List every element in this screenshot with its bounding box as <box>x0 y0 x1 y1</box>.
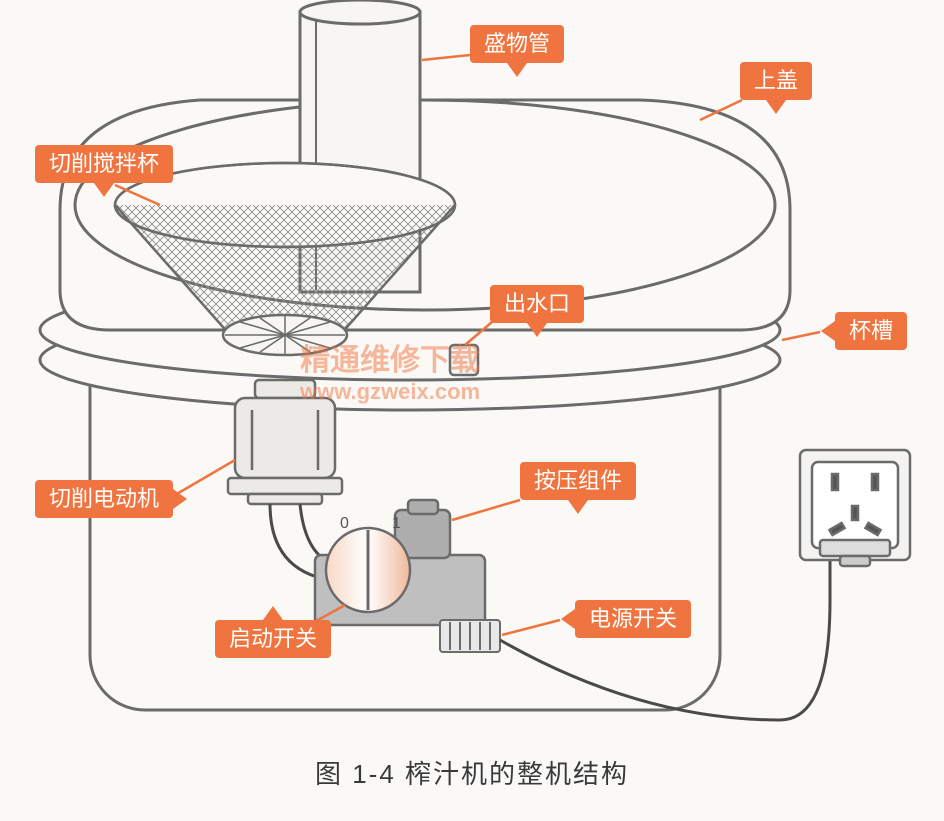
callout-press-asm: 按压组件 <box>520 462 636 500</box>
callout-cup-slot: 杯槽 <box>835 312 907 350</box>
callout-spout: 出水口 <box>490 285 584 323</box>
motor-shape <box>228 380 342 504</box>
switch-mark-on: 1 <box>392 515 401 533</box>
callout-power-sw: 电源开关 <box>575 600 691 638</box>
callout-start-sw: 启动开关 <box>215 620 331 658</box>
switch-mark-off: 0 <box>340 515 349 533</box>
diagram-svg <box>0 0 944 821</box>
callout-feed-tube: 盛物管 <box>470 25 564 63</box>
wall-outlet <box>800 450 910 566</box>
start-knob <box>326 528 410 612</box>
spout-shape <box>450 345 478 375</box>
callout-mixing-cup: 切削搅拌杯 <box>35 145 173 183</box>
diagram-page: 0 1 盛物管 上盖 切削搅拌杯 出水口 杯槽 切削电动机 按压组件 启动开关 … <box>0 0 944 821</box>
callout-top-cover: 上盖 <box>740 62 812 100</box>
power-switch-shape <box>440 620 500 652</box>
figure-caption: 图 1-4 榨汁机的整机结构 <box>0 754 944 791</box>
callout-motor: 切削电动机 <box>35 480 173 518</box>
